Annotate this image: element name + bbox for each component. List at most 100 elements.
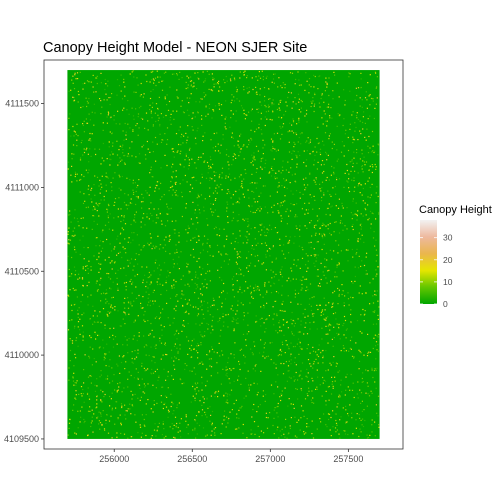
raster-cell [357,240,359,243]
raster-cell [96,258,98,261]
raster-cell [224,410,226,412]
raster-cell [197,235,200,237]
raster-cell [336,406,338,408]
raster-cell [107,315,109,317]
raster-cell [325,277,327,279]
raster-cell [194,212,196,214]
raster-cell [346,207,348,209]
raster-cell [187,340,190,342]
raster-cell [227,216,229,218]
raster-cell [343,145,345,147]
raster-cell [243,71,245,73]
raster-cell [186,303,188,305]
raster-cell [87,153,89,155]
raster-cell [209,280,211,282]
raster-cell [207,172,209,174]
raster-cell [145,354,147,356]
raster-cell [328,323,330,325]
raster-cell [296,157,298,159]
raster-cell [77,427,79,429]
raster-cell [117,383,119,385]
raster-cell [341,141,343,143]
raster-cell [375,275,377,277]
raster-cell [68,90,70,92]
raster-cell [290,280,292,282]
raster-cell [142,118,144,120]
raster-cell [228,191,230,193]
raster-cell [319,183,321,185]
raster-cell [146,140,148,143]
raster-cell [243,86,245,88]
raster-cell [215,145,217,148]
raster-cell [364,97,367,99]
raster-cell [224,298,227,300]
raster-cell [333,71,335,73]
raster-cell [359,120,361,122]
raster-cell [250,110,252,112]
raster-cell [355,202,357,204]
raster-cell [154,77,157,79]
raster-cell [166,289,168,292]
raster-cell [230,102,232,104]
raster-cell [262,296,264,298]
raster-cell [295,132,297,134]
raster-cell [213,86,215,88]
raster-cell [214,180,216,182]
raster-cell [204,411,206,413]
raster-cell [106,300,108,303]
raster-cell [208,73,210,75]
raster-cell [175,183,177,185]
raster-cell [144,127,146,129]
raster-cell [287,96,289,99]
raster-cell [199,212,201,214]
raster-cell [237,253,239,255]
raster-cell [224,122,226,124]
raster-cell [377,318,379,320]
raster-cell [278,322,280,324]
raster-cell [95,321,97,323]
raster-cell [108,303,110,305]
raster-cell [98,215,100,217]
raster-cell [260,224,262,226]
raster-cell [214,199,216,201]
raster-cell [271,277,273,279]
raster-cell [198,411,200,413]
raster-cell [152,125,154,127]
raster-cell [183,135,185,137]
raster-cell [89,406,91,408]
raster-cell [109,278,112,280]
raster-cell [217,83,219,85]
raster-cell [172,110,174,112]
raster-cell [251,416,253,418]
raster-cell [206,218,208,220]
raster-cell [260,430,262,432]
raster-cell [141,266,143,268]
raster-cell [120,189,122,191]
raster-cell [264,342,266,344]
raster-cell [326,120,328,122]
raster-cell [272,146,274,148]
raster-cell [168,275,170,277]
raster-cell [361,168,363,170]
raster-cell [352,214,354,216]
raster-cell [159,133,161,135]
raster-cell [103,99,105,101]
raster-cell [191,126,193,128]
raster-cell [322,357,324,359]
raster-cell [339,395,341,397]
raster-cell [114,261,116,263]
raster-cell [212,109,214,111]
raster-cell [321,309,324,311]
raster-cell [367,82,369,84]
raster-cell [266,290,268,292]
raster-cell [89,132,91,135]
raster-cell [194,276,197,278]
raster-cell [216,362,218,364]
raster-cell [182,275,184,277]
raster-cell [153,356,155,358]
raster-cell [217,150,220,152]
raster-cell [127,100,129,102]
raster-cell [203,398,205,400]
raster-cell [327,342,329,344]
raster-cell [79,253,81,256]
